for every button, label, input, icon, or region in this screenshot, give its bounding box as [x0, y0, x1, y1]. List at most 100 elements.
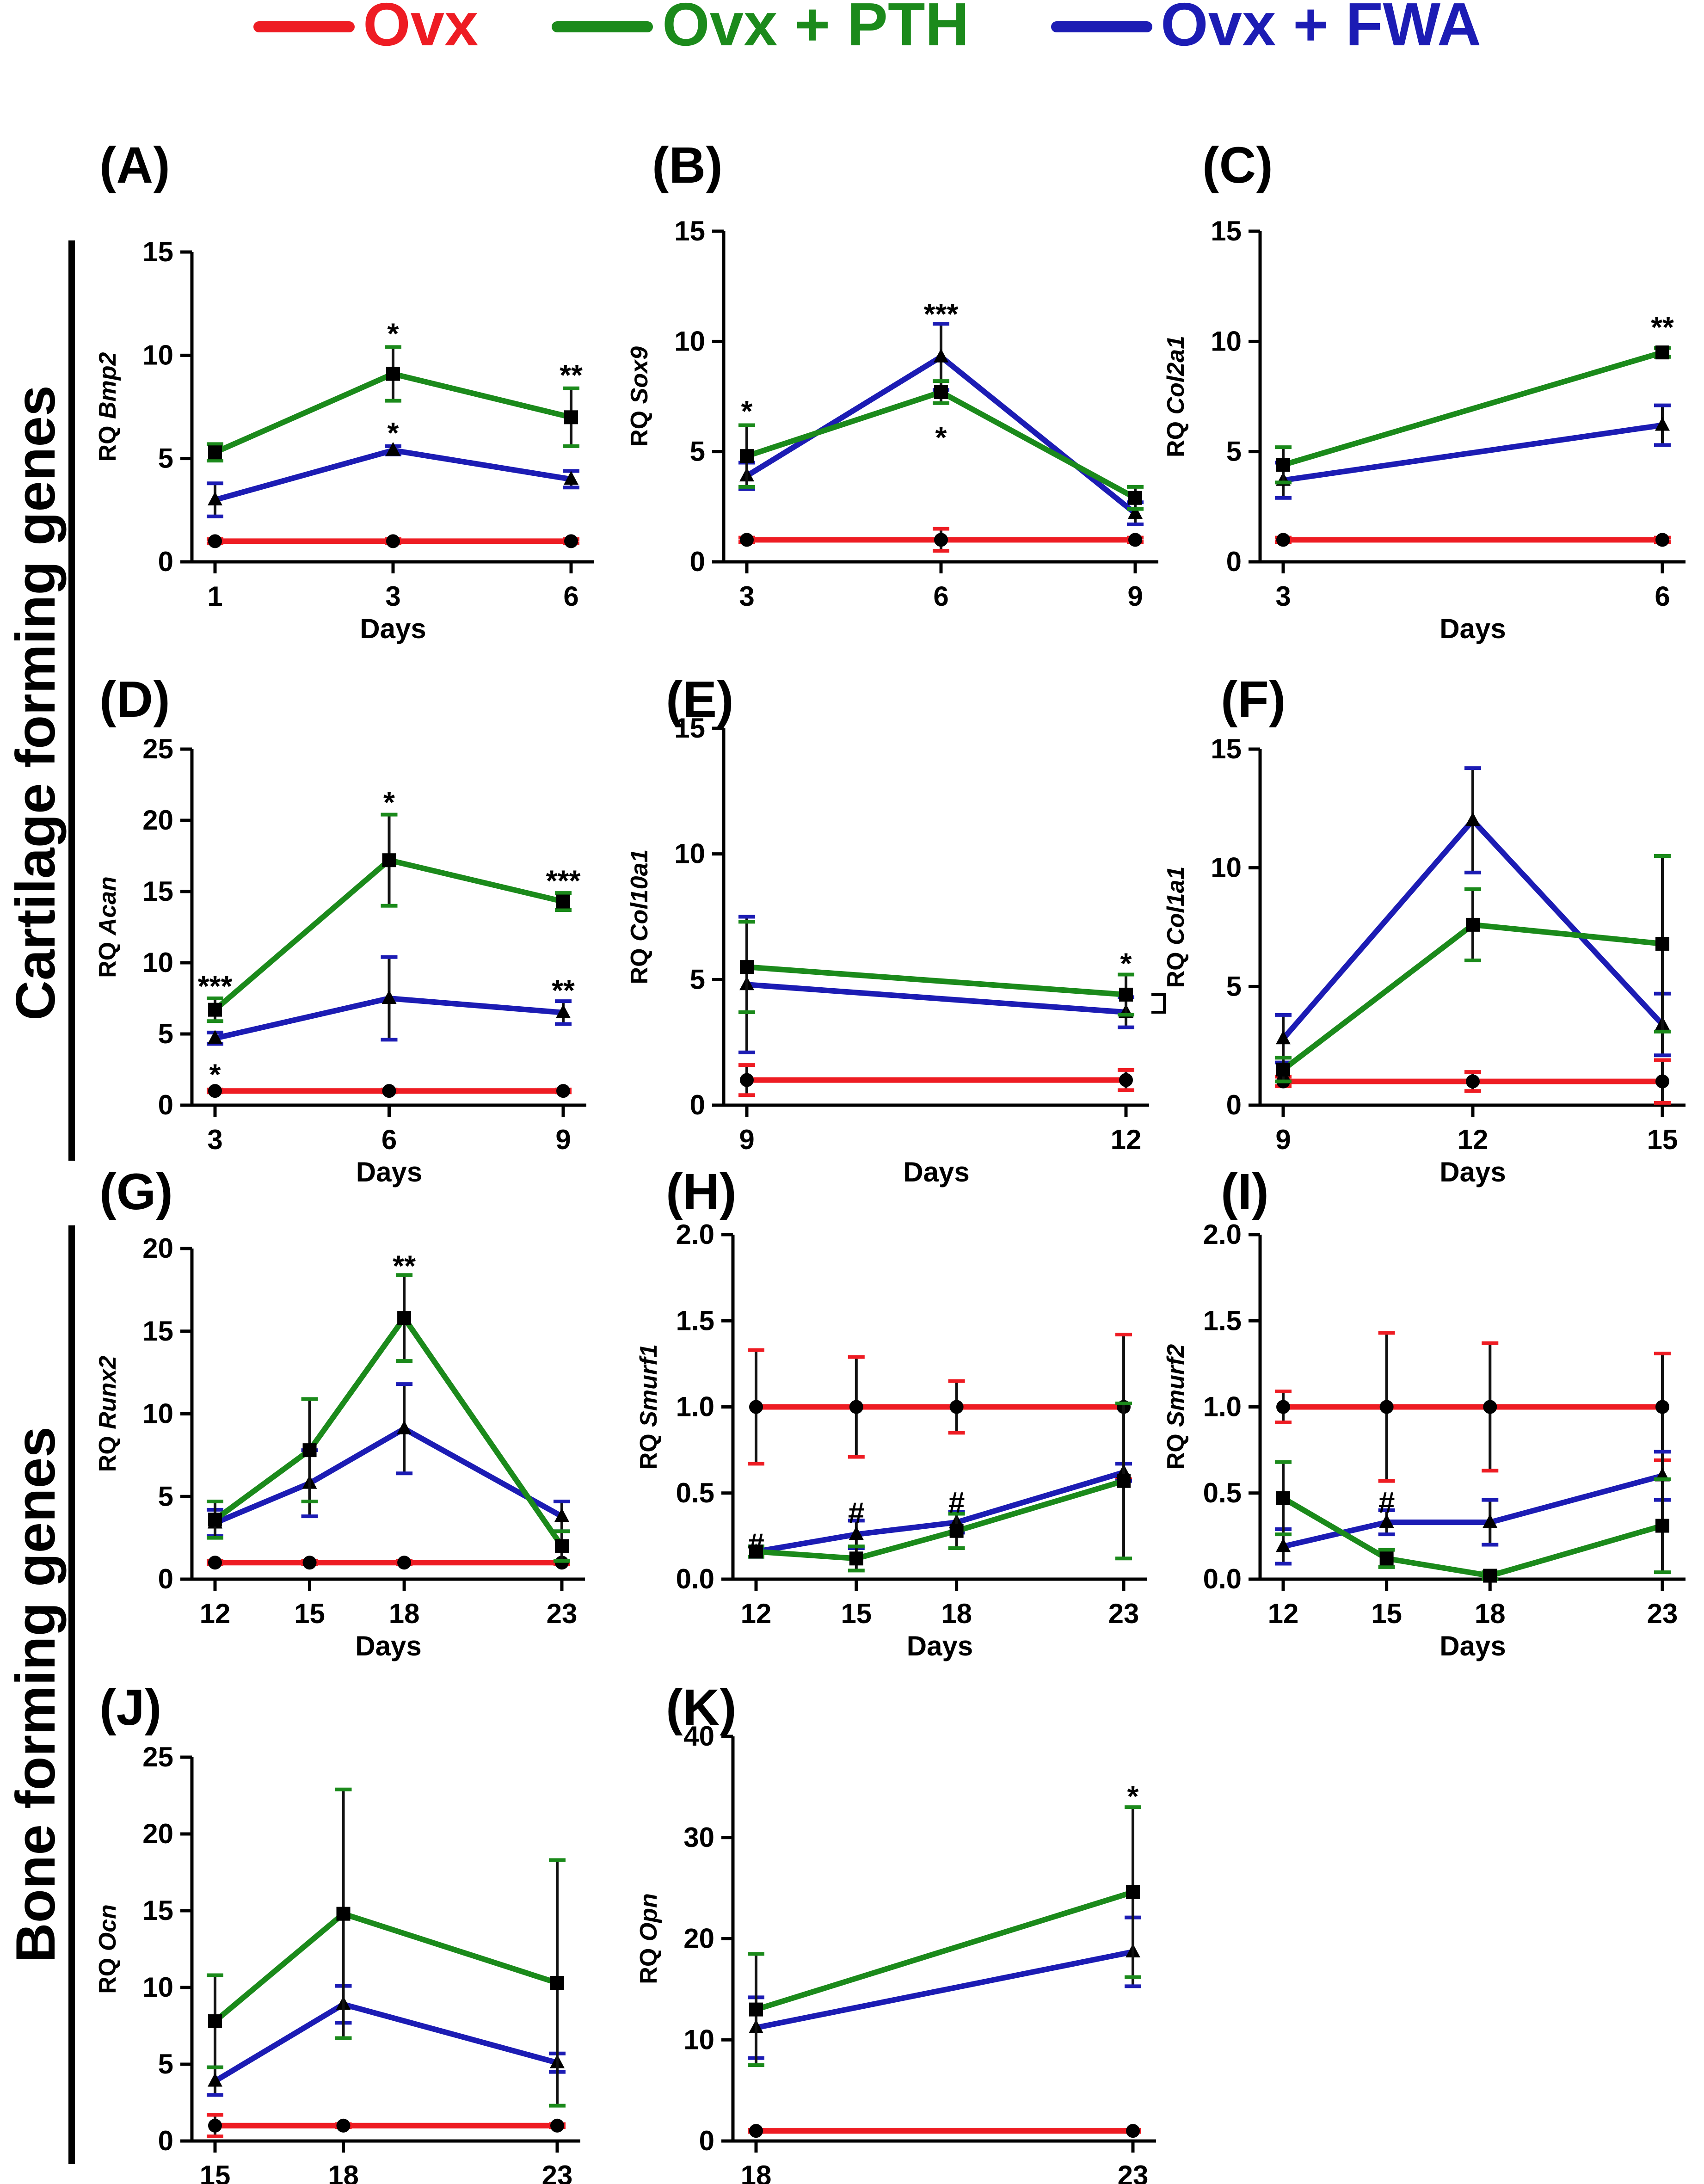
series-ovx	[207, 1084, 572, 1098]
data-point	[208, 445, 222, 460]
series-ovx-pth	[207, 345, 579, 463]
series-line	[213, 2001, 558, 2084]
y-axis-title-prefix: RQ	[635, 1427, 662, 1470]
panel-label: (E)	[666, 671, 734, 728]
y-tick-label: 15	[1211, 215, 1242, 246]
y-axis-title-gene: Opn	[635, 1893, 662, 1941]
y-axis-title-prefix: RQ	[94, 1951, 121, 1993]
y-tick-label: 1.5	[1203, 1305, 1242, 1336]
x-tick-label: 15	[841, 1598, 872, 1629]
series-ovx	[1275, 1058, 1671, 1105]
panel-label: (C)	[1202, 137, 1273, 194]
panel-e: (E) 0 5 10 15 9 12 Days RQ Col10a1 *	[626, 671, 1166, 1187]
y-axis-title: RQ Ocn	[94, 1904, 121, 1994]
x-tick-label: 9	[739, 1124, 754, 1155]
significance-mark: *	[741, 394, 753, 428]
legend: Ovx Ovx + PTH Ovx + FWA	[253, 0, 1481, 58]
significance-mark: *	[935, 421, 947, 454]
data-point	[1276, 1491, 1290, 1505]
series-ovx	[748, 1333, 1132, 1481]
x-tick-label: 12	[1458, 1124, 1489, 1155]
x-axis-title: Days	[360, 613, 426, 644]
series-line	[755, 1949, 1134, 2030]
data-point	[208, 1003, 222, 1017]
data-point	[1655, 936, 1669, 951]
y-axis-title-prefix: RQ	[626, 404, 653, 446]
y-axis-title: RQ Opn	[635, 1893, 662, 1984]
data-point	[382, 853, 396, 867]
x-tick-label: 15	[294, 1598, 325, 1629]
y-tick-label: 1.5	[676, 1305, 714, 1336]
data-point	[564, 534, 578, 548]
data-point	[556, 1004, 571, 1018]
data-point	[1126, 1885, 1140, 1899]
data-point	[1655, 1400, 1669, 1414]
y-tick-label: 15	[142, 1895, 173, 1926]
y-tick-label: 1.0	[1203, 1391, 1242, 1422]
x-tick-label: 18	[1475, 1598, 1506, 1629]
y-tick-label: 15	[142, 876, 173, 907]
data-point	[1655, 1074, 1669, 1089]
y-tick-label: 20	[142, 1818, 173, 1849]
data-point	[740, 533, 754, 547]
data-point	[1126, 2124, 1140, 2138]
y-tick-label: 10	[142, 339, 173, 370]
series-ovx	[207, 1556, 570, 1570]
series-ovx-pth	[738, 379, 1144, 511]
y-axis-title-prefix: RQ	[1163, 945, 1189, 988]
data-point	[1466, 1074, 1480, 1089]
data-point	[1655, 417, 1670, 431]
significance-mark: **	[393, 1249, 416, 1282]
x-tick-label: 23	[1647, 1598, 1678, 1629]
y-axis-title-prefix: RQ	[94, 419, 121, 461]
y-axis-title-prefix: RQ	[94, 1429, 121, 1472]
y-axis-title: RQ Smurf2	[1163, 1344, 1189, 1470]
data-point	[556, 1084, 570, 1098]
y-tick-label: 10	[1211, 852, 1242, 883]
series-ovx-fwa	[738, 915, 1134, 1054]
series-ovx-pth	[1275, 345, 1671, 485]
series-ovx-fwa	[207, 442, 579, 518]
data-point	[749, 2124, 763, 2138]
panel-label: (F)	[1221, 671, 1286, 728]
series-line	[214, 1426, 563, 1526]
x-tick-label: 3	[739, 581, 754, 612]
x-tick-label: 9	[1275, 1124, 1291, 1155]
y-tick-label: 15	[142, 1316, 173, 1347]
data-point	[556, 894, 570, 909]
group-label-bone: Bone forming genes	[5, 1427, 67, 1963]
y-tick-label: 40	[683, 1721, 714, 1752]
x-tick-label: 18	[328, 2160, 359, 2184]
y-axis-title-prefix: RQ	[626, 941, 653, 984]
y-tick-label: 25	[142, 733, 173, 764]
x-tick-label: 23	[542, 2160, 573, 2184]
y-tick-label: 15	[674, 215, 705, 246]
series-ovx-pth	[1275, 854, 1671, 1083]
data-point	[849, 1526, 864, 1540]
legend-label-ovx-fwa: Ovx + FWA	[1161, 0, 1481, 58]
y-tick-label: 0	[158, 1089, 173, 1120]
y-tick-label: 0.5	[676, 1477, 714, 1508]
series-line	[1282, 350, 1663, 468]
panel-label: (G)	[99, 1163, 173, 1220]
data-point	[1379, 1400, 1394, 1414]
x-tick-label: 23	[1118, 2160, 1149, 2184]
y-axis-title-gene: Acan	[94, 876, 121, 936]
panel-k: (K)0102030401823DaysRQ Opn*	[635, 1679, 1156, 2184]
panel-i: (I) 0.0 0.5 1.0 1.5 2.0 12 15 18 23 Days RQ Smurf2 #	[1163, 1163, 1686, 1661]
x-tick-label: 6	[1655, 581, 1670, 612]
x-axis-title: Days	[1439, 1157, 1506, 1187]
x-tick-label: 12	[1268, 1598, 1299, 1629]
panel-j: (J)0510152025151823DaysRQ Ocn	[94, 1679, 580, 2184]
y-tick-label: 5	[690, 436, 705, 467]
y-tick-label: 5	[158, 1481, 173, 1512]
data-point	[934, 533, 948, 547]
y-axis-title: RQ Bmp2	[94, 352, 121, 461]
data-point	[336, 1907, 351, 1921]
data-point	[386, 534, 400, 548]
series-line	[755, 1470, 1125, 1555]
data-point	[1276, 1030, 1291, 1045]
